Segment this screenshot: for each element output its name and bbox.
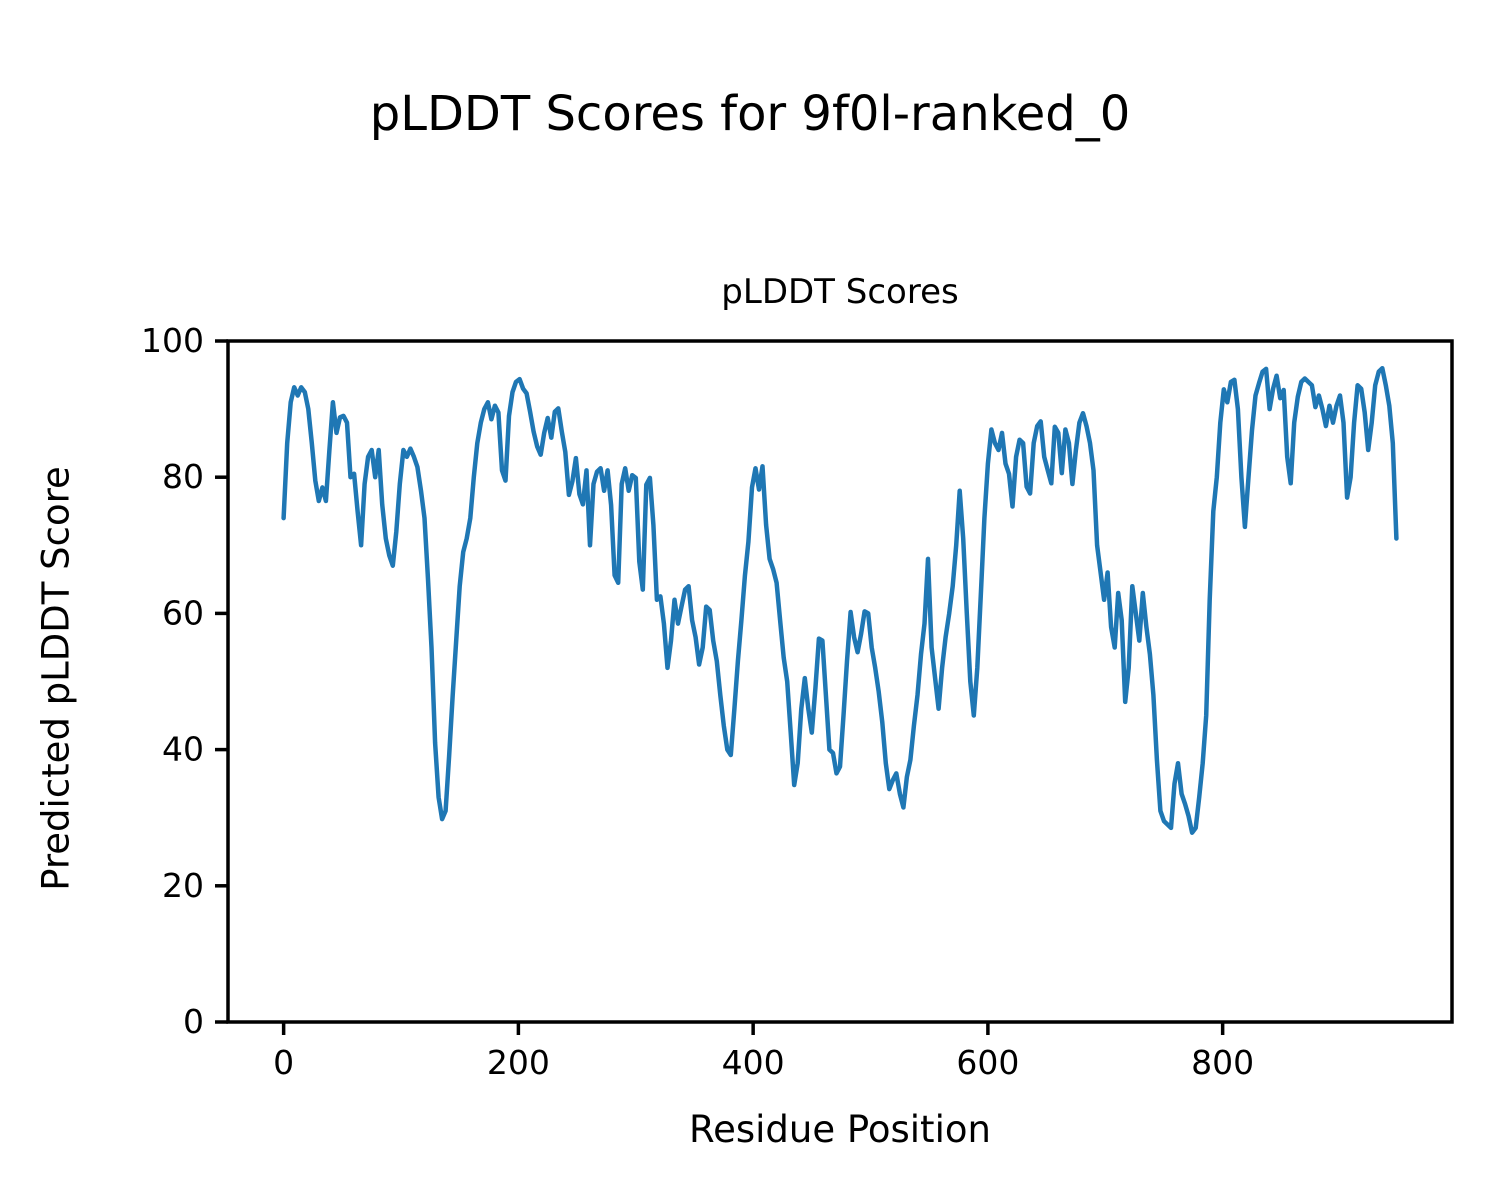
y-tick-label: 100: [141, 321, 204, 360]
axes-title: pLDDT Scores: [721, 272, 959, 312]
x-tick-label: 600: [956, 1043, 1019, 1082]
x-tick-label: 200: [487, 1043, 550, 1082]
y-tick-label: 0: [183, 1002, 204, 1041]
y-tick-label: 20: [162, 866, 204, 905]
x-tick-label: 0: [273, 1043, 294, 1082]
axes-frame: [226, 339, 1454, 1024]
y-tick-label: 60: [162, 593, 204, 632]
x-tick-label: 400: [722, 1043, 785, 1082]
plddt-line: [281, 365, 1399, 835]
figure-title: pLDDT Scores for 9f0l-ranked_0: [369, 86, 1131, 142]
y-tick-label: 40: [162, 730, 204, 769]
x-tick-label: 800: [1191, 1043, 1254, 1082]
x-axis-label: Residue Position: [689, 1108, 991, 1151]
y-axis-label: Predicted pLDDT Score: [34, 466, 78, 891]
y-tick-label: 80: [162, 457, 204, 496]
